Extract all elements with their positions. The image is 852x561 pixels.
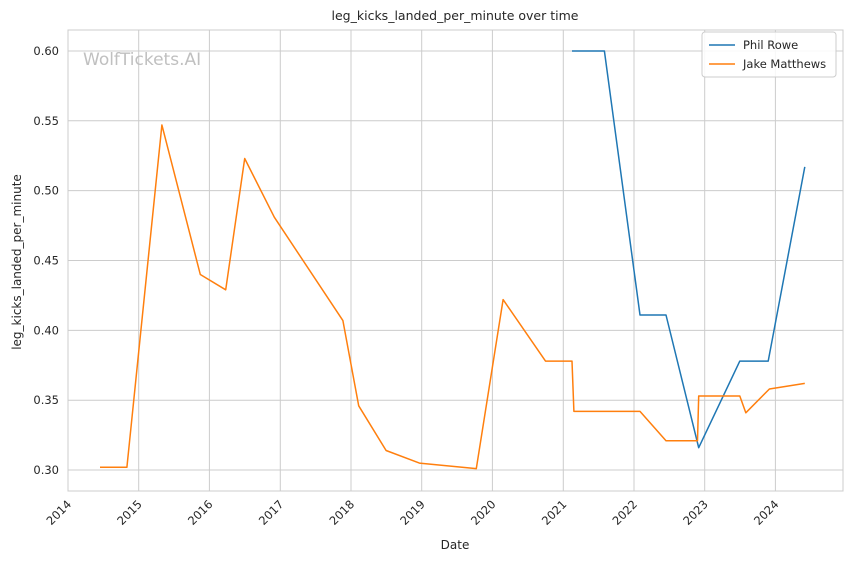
x-axis-ticks: 2014 2015 2016 2017 2018 2019 2020 2021 2022 2023… xyxy=(44,497,782,528)
legend-label-phil-rowe: Phil Rowe xyxy=(743,38,798,52)
y-tick-label: 0.55 xyxy=(33,114,59,128)
y-tick-label: 0.45 xyxy=(33,254,59,268)
series-line-phil-rowe xyxy=(572,50,806,449)
grid xyxy=(67,30,843,491)
legend: Phil Rowe Jake Matthews xyxy=(701,31,837,78)
legend-label-jake-matthews: Jake Matthews xyxy=(742,57,826,71)
y-tick-label: 0.30 xyxy=(33,463,59,477)
y-tick-label: 0.40 xyxy=(33,323,59,337)
y-axis-label: leg_kicks_landed_per_minute xyxy=(10,174,24,350)
watermark: WolfTickets.AI xyxy=(83,50,201,70)
series-line-jake-matthews xyxy=(100,124,805,470)
x-axis-label: Date xyxy=(441,538,470,552)
y-tick-label: 0.35 xyxy=(33,393,59,407)
y-tick-label: 0.60 xyxy=(33,44,59,58)
series-lines xyxy=(100,50,806,470)
chart-title: leg_kicks_landed_per_minute over time xyxy=(332,8,579,23)
y-tick-label: 0.50 xyxy=(33,184,59,198)
plot-frame xyxy=(67,29,844,492)
y-axis-ticks: 0.30 0.35 0.40 0.45 0.50 0.55 0.60 xyxy=(33,44,59,477)
legend-box xyxy=(701,31,837,78)
